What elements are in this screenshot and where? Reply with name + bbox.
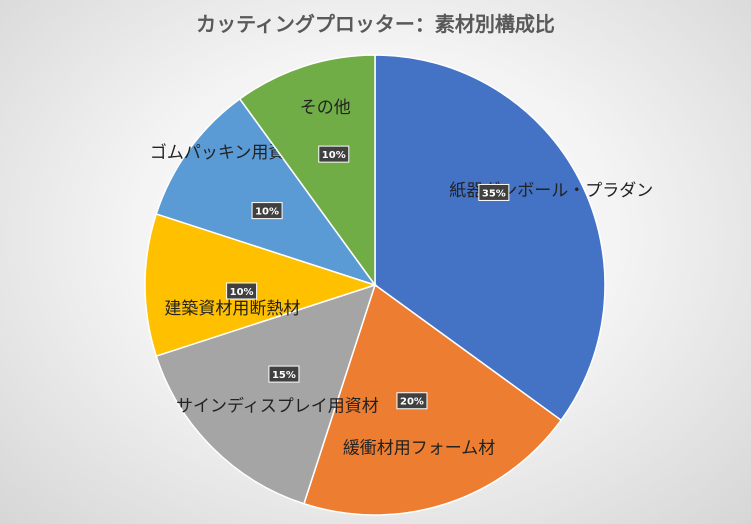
- slice-category-label: 緩衝材用フォーム材: [343, 439, 496, 459]
- slice-percent-label: 20%: [400, 397, 424, 408]
- slice-percent-label: 10%: [230, 287, 254, 298]
- data-label-box: [251, 202, 283, 220]
- chart-title: カッティングプロッター：素材別構成比: [196, 12, 555, 36]
- slice-percent-label: 15%: [272, 370, 296, 381]
- slice-category-label: 建築資材用断熱材: [164, 299, 300, 319]
- slice-percent-label: 10%: [255, 207, 279, 218]
- pie-slice: [302, 283, 563, 516]
- pie-slice: [144, 212, 378, 358]
- pie-slice: [374, 54, 606, 422]
- data-label-box: [396, 392, 428, 410]
- data-label-box: [226, 282, 258, 300]
- slice-category-label: その他: [300, 98, 351, 118]
- pie-slice: [155, 97, 377, 287]
- data-label-box: [318, 145, 350, 163]
- slice-percent-label: 10%: [322, 150, 346, 161]
- data-label-box: [268, 365, 300, 383]
- slice-percent-label: 35%: [482, 188, 506, 199]
- slice-category-label: ゴムパッキン用資材: [150, 142, 303, 163]
- pie-slice: [238, 54, 376, 288]
- data-label-box: [478, 183, 510, 201]
- pie-slice: [155, 283, 377, 505]
- slice-category-label: サインディスプレイ用資材: [176, 396, 379, 417]
